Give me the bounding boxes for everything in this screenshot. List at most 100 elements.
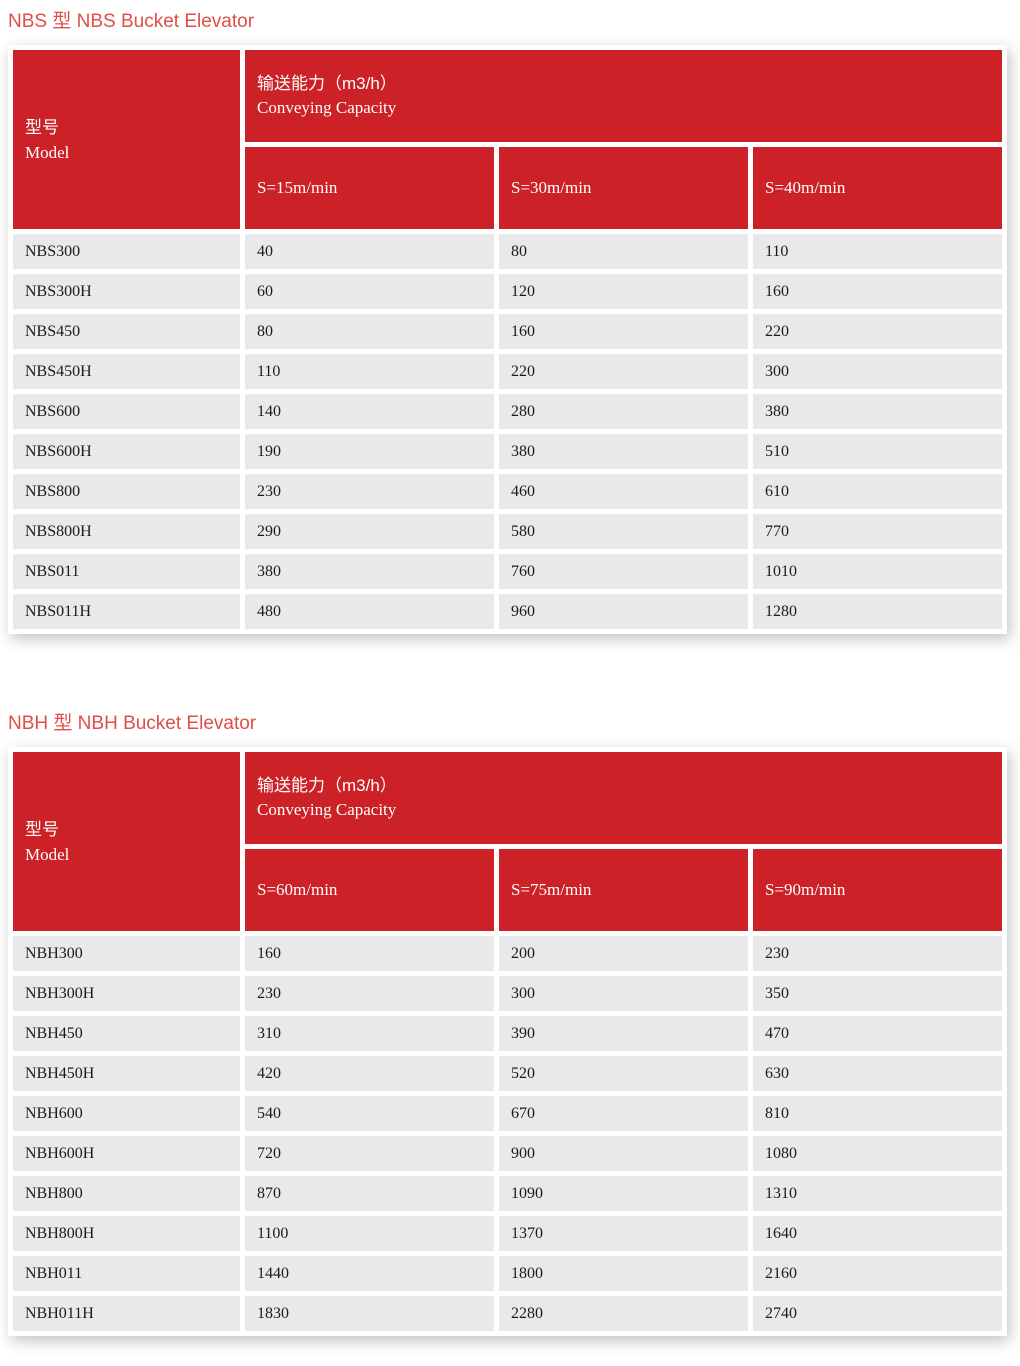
capacity-cell: 1090 [499,1176,748,1211]
capacity-cell: 2740 [753,1296,1002,1331]
capacity-header-en: Conveying Capacity [257,98,397,117]
model-cell: NBH450H [13,1056,240,1091]
nbh-section: NBH 型 NBH Bucket Elevator 型号 Model 输送能力（… [0,710,1020,1336]
model-cell: NBH600 [13,1096,240,1131]
capacity-cell: 470 [753,1016,1002,1051]
nbh-section-title: NBH 型 NBH Bucket Elevator [8,713,257,734]
model-cell: NBH300 [13,936,240,971]
model-cell: NBS011 [13,554,240,589]
capacity-cell: 1100 [245,1216,494,1251]
capacity-cell: 420 [245,1056,494,1091]
model-cell: NBH600H [13,1136,240,1171]
capacity-cell: 1010 [753,554,1002,589]
capacity-cell: 230 [245,474,494,509]
nbs-table-card: 型号 Model 输送能力（m3/h） Conveying Capacity S… [8,45,1007,634]
capacity-cell: 280 [499,394,748,429]
table-row: NBS450H 110 220 300 [13,354,1002,389]
model-cell: NBS300 [13,234,240,269]
table-row: NBS300 40 80 110 [13,234,1002,269]
table-row: NBH450H 420 520 630 [13,1056,1002,1091]
capacity-cell: 200 [499,936,748,971]
capacity-cell: 160 [245,936,494,971]
table-row: NBH300H 230 300 350 [13,976,1002,1011]
capacity-cell: 230 [245,976,494,1011]
capacity-column-header: 输送能力（m3/h） Conveying Capacity [245,50,1002,142]
table-row: NBH011H 1830 2280 2740 [13,1296,1002,1331]
model-cell: NBS800H [13,514,240,549]
nbs-section: NBS 型 NBS Bucket Elevator 型号 Model 输送能力（… [0,8,1020,634]
capacity-cell: 390 [499,1016,748,1051]
model-cell: NBS450 [13,314,240,349]
model-cell: NBH011 [13,1256,240,1291]
model-cell: NBS600H [13,434,240,469]
table-row: NBS011 380 760 1010 [13,554,1002,589]
capacity-cell: 630 [753,1056,1002,1091]
capacity-cell: 230 [753,936,1002,971]
model-header-en: Model [25,844,70,864]
capacity-cell: 40 [245,234,494,269]
capacity-cell: 380 [245,554,494,589]
capacity-cell: 380 [499,434,748,469]
table-row: NBH011 1440 1800 2160 [13,1256,1002,1291]
table-row: NBS800H 290 580 770 [13,514,1002,549]
table-row: NBH300 160 200 230 [13,936,1002,971]
table-row: NBH600 540 670 810 [13,1096,1002,1131]
capacity-cell: 120 [499,274,748,309]
speed-header-s15: S=15m/min [245,147,494,229]
capacity-cell: 900 [499,1136,748,1171]
model-header-zh: 型号 [25,819,59,839]
model-column-header: 型号 Model [13,50,240,229]
capacity-cell: 2160 [753,1256,1002,1291]
model-cell: NBS300H [13,274,240,309]
table-row: NBS600 140 280 380 [13,394,1002,429]
header-row-capacity: 型号 Model 输送能力（m3/h） Conveying Capacity [13,752,1002,931]
capacity-cell: 160 [753,274,1002,309]
capacity-cell: 610 [753,474,1002,509]
capacity-cell: 760 [499,554,748,589]
capacity-header-en: Conveying Capacity [257,800,397,819]
table-row: NBH800H 1100 1370 1640 [13,1216,1002,1251]
capacity-cell: 60 [245,274,494,309]
model-column-header: 型号 Model [13,752,240,931]
capacity-cell: 1830 [245,1296,494,1331]
capacity-cell: 540 [245,1096,494,1131]
capacity-cell: 670 [499,1096,748,1131]
capacity-cell: 220 [499,354,748,389]
model-cell: NBS800 [13,474,240,509]
capacity-cell: 1640 [753,1216,1002,1251]
model-header-zh: 型号 [25,117,59,137]
capacity-cell: 80 [499,234,748,269]
capacity-cell: 2280 [499,1296,748,1331]
speed-header-s75: S=75m/min [499,849,748,931]
nbh-spec-table: 型号 Model 输送能力（m3/h） Conveying Capacity S… [8,747,1007,1336]
model-cell: NBH450 [13,1016,240,1051]
capacity-cell: 1280 [753,594,1002,629]
capacity-cell: 510 [753,434,1002,469]
table-row: NBS450 80 160 220 [13,314,1002,349]
capacity-cell: 1440 [245,1256,494,1291]
capacity-cell: 480 [245,594,494,629]
nbs-section-title: NBS 型 NBS Bucket Elevator [8,11,255,32]
capacity-header-zh: 输送能力（m3/h） [257,74,397,93]
speed-header-s90: S=90m/min [753,849,1002,931]
table-row: NBS800 230 460 610 [13,474,1002,509]
capacity-cell: 460 [499,474,748,509]
capacity-cell: 1800 [499,1256,748,1291]
capacity-cell: 1080 [753,1136,1002,1171]
capacity-cell: 380 [753,394,1002,429]
table-row: NBS600H 190 380 510 [13,434,1002,469]
table-row: NBS011H 480 960 1280 [13,594,1002,629]
capacity-cell: 350 [753,976,1002,1011]
model-cell: NBS600 [13,394,240,429]
table-row: NBH600H 720 900 1080 [13,1136,1002,1171]
capacity-cell: 290 [245,514,494,549]
capacity-cell: 810 [753,1096,1002,1131]
model-cell: NBH300H [13,976,240,1011]
header-row-speeds: S=15m/min S=30m/min S=40m/min [13,147,1002,229]
capacity-cell: 310 [245,1016,494,1051]
header-row-speeds: S=60m/min S=75m/min S=90m/min [13,849,1002,931]
capacity-cell: 300 [753,354,1002,389]
nbs-spec-table: 型号 Model 输送能力（m3/h） Conveying Capacity S… [8,45,1007,634]
table-row: NBH800 870 1090 1310 [13,1176,1002,1211]
capacity-cell: 140 [245,394,494,429]
